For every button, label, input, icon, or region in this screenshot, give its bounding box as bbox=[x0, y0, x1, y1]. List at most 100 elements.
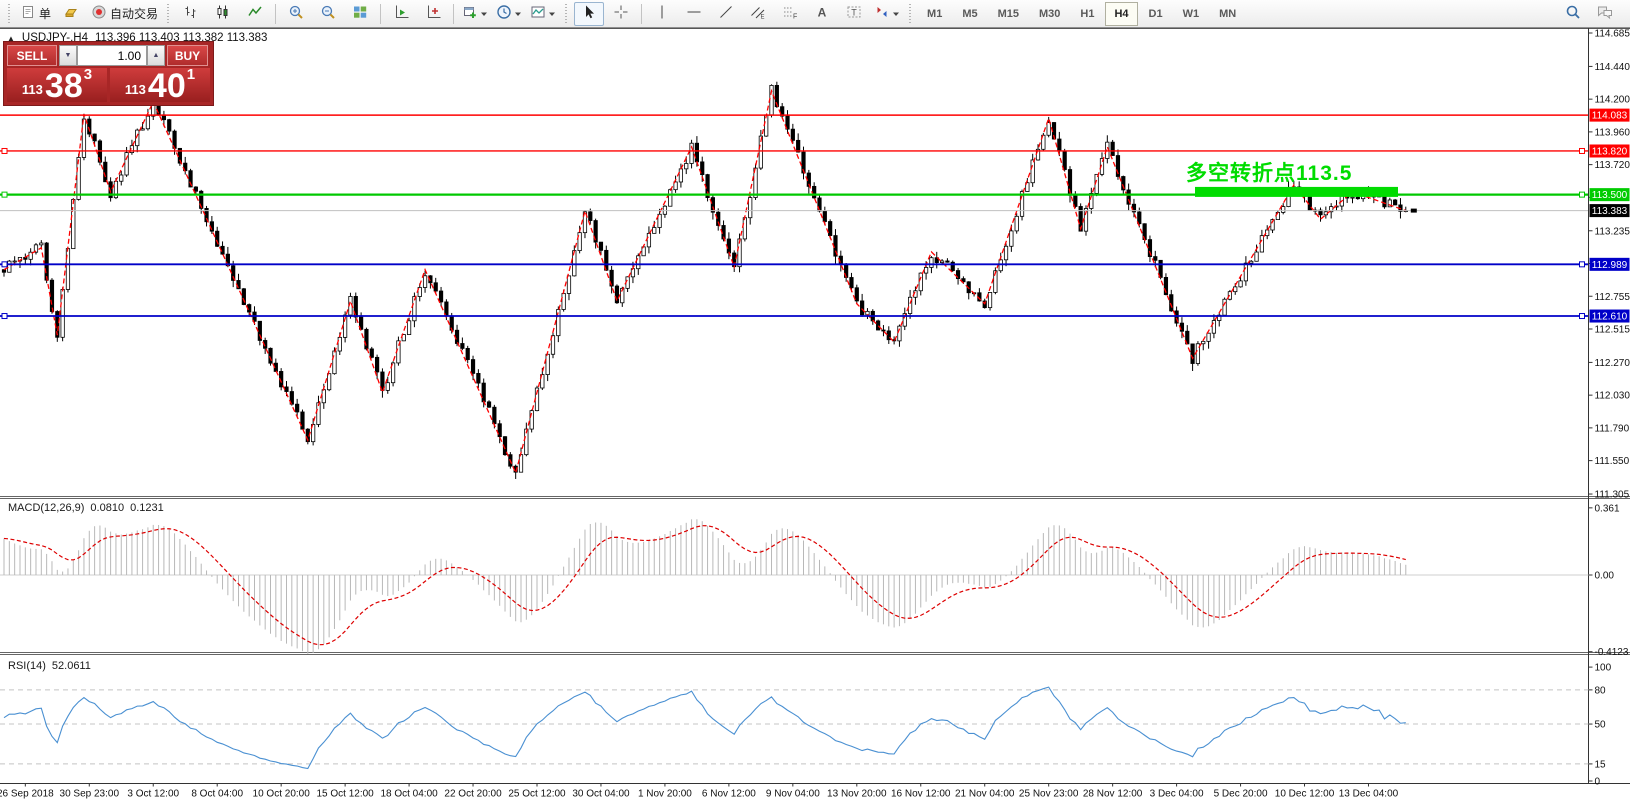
autotrading-button-label: 自动交易 bbox=[110, 7, 159, 21]
buy-button[interactable]: BUY bbox=[167, 45, 208, 66]
hline-left-handle[interactable] bbox=[1, 147, 8, 154]
hline-left-handle[interactable] bbox=[1, 261, 8, 268]
volume-input[interactable]: 1.00 bbox=[77, 45, 147, 66]
timeframe-h4-button[interactable]: H4 bbox=[1105, 1, 1138, 26]
rsi-axis-label: 0 bbox=[1595, 777, 1601, 788]
timeframe-mn-button[interactable]: MN bbox=[1219, 7, 1237, 20]
buy-price-button[interactable]: 113 40 1 bbox=[110, 66, 210, 103]
chart-shift-button[interactable] bbox=[418, 2, 448, 26]
time-tick-label: 10 Dec 12:00 bbox=[1275, 789, 1335, 800]
time-tick-label: 6 Nov 12:00 bbox=[702, 789, 756, 800]
time-tick-label: 22 Oct 20:00 bbox=[444, 789, 502, 800]
timeframe-m5-button[interactable]: M5 bbox=[962, 7, 978, 20]
sell-price-prefix: 113 bbox=[21, 82, 43, 97]
vertical-line-button[interactable] bbox=[647, 2, 677, 26]
horizontal-line-button[interactable] bbox=[679, 2, 709, 26]
linechart-icon bbox=[247, 4, 263, 23]
arrows-button[interactable] bbox=[871, 2, 903, 26]
zoom-in-button[interactable] bbox=[281, 2, 311, 26]
tile-icon bbox=[352, 4, 368, 23]
macd-value-signal: 0.1231 bbox=[130, 502, 164, 514]
autotrading-button[interactable]: 自动交易 bbox=[88, 2, 161, 26]
candlestick-chart-button[interactable] bbox=[208, 2, 238, 26]
time-tick-label: 26 Sep 2018 bbox=[0, 789, 54, 800]
macd-axis-label: -0.4123 bbox=[1595, 647, 1629, 658]
time-tick-label: 25 Nov 23:00 bbox=[1019, 789, 1079, 800]
time-tick-label: 18 Oct 04:00 bbox=[380, 789, 438, 800]
templates-button[interactable] bbox=[527, 2, 559, 26]
macd-title: MACD(12,26,9) bbox=[8, 502, 85, 514]
hline-left-handle[interactable] bbox=[1, 191, 8, 198]
hline-right-handle[interactable] bbox=[1579, 147, 1585, 154]
time-axis[interactable]: 26 Sep 2018 30 Sep 23:00 3 Oct 12:00 8 Oct … bbox=[0, 783, 1399, 800]
crosshair-button[interactable] bbox=[606, 2, 636, 26]
price-tick-label: 111.790 bbox=[1595, 423, 1630, 434]
new-chart-button[interactable] bbox=[459, 2, 491, 26]
search-icon bbox=[1565, 4, 1581, 23]
text-label-button[interactable]: T bbox=[839, 2, 869, 26]
time-tick-label: 30 Sep 23:00 bbox=[60, 789, 120, 800]
hline-left-handle[interactable] bbox=[1, 313, 8, 320]
timeframe-m1-button[interactable]: M1 bbox=[927, 7, 943, 20]
dropdown-caret-icon bbox=[514, 7, 522, 21]
channel-button[interactable]: E bbox=[743, 2, 773, 26]
svg-text:113.820: 113.820 bbox=[1592, 146, 1628, 157]
dropdown-caret-icon bbox=[892, 7, 900, 21]
new-order-button[interactable]: 单 bbox=[17, 2, 54, 26]
trendline-button[interactable] bbox=[711, 2, 741, 26]
tile-windows-button[interactable] bbox=[345, 2, 375, 26]
line-chart-button[interactable] bbox=[240, 2, 270, 26]
hline-right-handle[interactable] bbox=[1579, 313, 1585, 320]
timeframe-m15-button[interactable]: M15 bbox=[997, 7, 1019, 20]
timeframe-w1-button[interactable]: W1 bbox=[1182, 7, 1200, 20]
periods-button[interactable] bbox=[493, 2, 525, 26]
time-tick-label: 3 Dec 04:00 bbox=[1150, 789, 1204, 800]
channel-icon: E bbox=[750, 4, 766, 23]
timeframe-d1-button[interactable]: D1 bbox=[1148, 7, 1163, 20]
price-tick-label: 112.755 bbox=[1595, 292, 1630, 303]
fibo-icon: F bbox=[782, 4, 798, 23]
volume-increase-button[interactable]: ▲ bbox=[147, 45, 165, 66]
chat-button[interactable] bbox=[1590, 2, 1620, 26]
price-chart: 114.685114.440114.200113.960113.720113.4… bbox=[0, 28, 1630, 800]
sell-button[interactable]: SELL bbox=[7, 45, 57, 66]
rsi-title: RSI(14) bbox=[8, 660, 46, 672]
vline-icon bbox=[654, 4, 670, 23]
price-tick-label: 111.550 bbox=[1595, 456, 1630, 467]
timeframe-h1-button[interactable]: H1 bbox=[1080, 7, 1095, 20]
zoom-out-button[interactable] bbox=[313, 2, 343, 26]
annotation-highlight-bar[interactable] bbox=[1195, 186, 1398, 197]
time-tick-label: 21 Nov 04:00 bbox=[955, 789, 1015, 800]
macd-axis-label: 0.361 bbox=[1595, 503, 1620, 514]
time-tick-label: 3 Oct 12:00 bbox=[127, 789, 179, 800]
text-button[interactable]: A bbox=[807, 2, 837, 26]
price-tick-label: 112.515 bbox=[1595, 324, 1630, 335]
time-tick-label: 30 Oct 04:00 bbox=[572, 789, 630, 800]
svg-text:114.083: 114.083 bbox=[1592, 111, 1628, 122]
hline-icon bbox=[686, 4, 702, 23]
rsi-panel bbox=[0, 686, 1589, 770]
fibonacci-button[interactable]: F bbox=[775, 2, 805, 26]
hline-right-handle[interactable] bbox=[1579, 191, 1585, 198]
hline-right-handle[interactable] bbox=[1579, 261, 1585, 268]
chart-annotation-text[interactable]: 多空转折点113.5 bbox=[1186, 162, 1353, 185]
toolbar-grip bbox=[7, 3, 12, 24]
sell-price-button[interactable]: 113 38 3 bbox=[7, 66, 107, 103]
price-badge-112.989: 112.989 bbox=[1589, 257, 1630, 271]
time-tick-label: 9 Nov 04:00 bbox=[766, 789, 820, 800]
svg-text:112.610: 112.610 bbox=[1592, 312, 1628, 323]
macd-axis-label: 0.00 bbox=[1595, 571, 1615, 582]
arrows-icon bbox=[874, 4, 890, 23]
bar-chart-button[interactable] bbox=[176, 2, 206, 26]
market-icon-button[interactable] bbox=[56, 2, 86, 26]
volume-decrease-button[interactable]: ▼ bbox=[59, 45, 77, 66]
macd-axis[interactable]: 0.361 0.00 -0.4123 bbox=[1588, 503, 1629, 658]
search-button[interactable] bbox=[1558, 2, 1588, 26]
toolbar-grip bbox=[564, 3, 570, 24]
timeframe-m30-button[interactable]: M30 bbox=[1039, 7, 1061, 20]
rsi-axis[interactable]: 100 80 50 15 0 bbox=[1588, 663, 1612, 788]
time-tick-label: 10 Oct 20:00 bbox=[253, 789, 311, 800]
cursor-button[interactable] bbox=[574, 1, 605, 26]
collapse-panel-icon[interactable]: ▲ bbox=[7, 33, 15, 43]
auto-scroll-button[interactable] bbox=[386, 2, 416, 26]
